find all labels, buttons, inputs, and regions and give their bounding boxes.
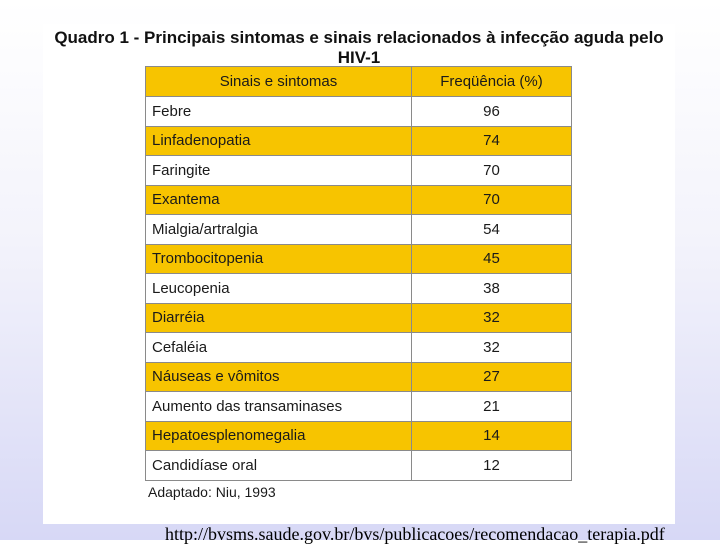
frequency-value: 70: [411, 184, 572, 215]
symptom-label: Faringite: [145, 155, 412, 186]
symptom-label: Diarréia: [145, 302, 412, 333]
symptom-label: Leucopenia: [145, 273, 412, 304]
frequency-value: 32: [411, 332, 572, 363]
frequency-value: 45: [411, 243, 572, 274]
symptom-label: Linfadenopatia: [145, 125, 412, 156]
table-row: Exantema 70: [145, 184, 572, 215]
frequency-value: 14: [411, 420, 572, 451]
source-url-link[interactable]: http://bvsms.saude.gov.br/bvs/publicacoe…: [165, 524, 665, 544]
table-row: Linfadenopatia 74: [145, 125, 572, 156]
symptom-label: Trombocitopenia: [145, 243, 412, 274]
table-row: Faringite 70: [145, 155, 572, 186]
symptoms-table: Sinais e sintomas Freqüência (%) Febre 9…: [145, 66, 572, 481]
frequency-value: 27: [411, 361, 572, 392]
table-row: Mialgia/artralgia 54: [145, 214, 572, 245]
symptom-label: Aumento das transaminases: [145, 391, 412, 422]
slide-table-image: Quadro 1 - Principais sintomas e sinais …: [43, 24, 675, 524]
table-row: Candidíase oral 12: [145, 450, 572, 481]
header-symptoms: Sinais e sintomas: [145, 66, 412, 97]
table-row: Náuseas e vômitos 27: [145, 361, 572, 392]
symptom-label: Candidíase oral: [145, 450, 412, 481]
title-line-2: HIV-1: [337, 48, 381, 67]
frequency-value: 70: [411, 155, 572, 186]
frequency-value: 38: [411, 273, 572, 304]
frequency-value: 74: [411, 125, 572, 156]
table-header-row: Sinais e sintomas Freqüência (%): [145, 66, 572, 97]
table-row: Hepatoesplenomegalia 14: [145, 420, 572, 451]
symptom-label: Mialgia/artralgia: [145, 214, 412, 245]
symptom-label: Exantema: [145, 184, 412, 215]
title-line-1: Quadro 1 - Principais sintomas e sinais …: [54, 28, 664, 47]
table-row: Febre 96: [145, 96, 572, 127]
symptom-label: Náuseas e vômitos: [145, 361, 412, 392]
header-frequency: Freqüência (%): [411, 66, 572, 97]
table-row: Cefaléia 32: [145, 332, 572, 363]
frequency-value: 54: [411, 214, 572, 245]
symptom-label: Cefaléia: [145, 332, 412, 363]
source-citation: Adaptado: Niu, 1993: [148, 484, 276, 500]
table-row: Leucopenia 38: [145, 273, 572, 304]
symptom-label: Febre: [145, 96, 412, 127]
table-row: Trombocitopenia 45: [145, 243, 572, 274]
frequency-value: 32: [411, 302, 572, 333]
frequency-value: 96: [411, 96, 572, 127]
frequency-value: 12: [411, 450, 572, 481]
symptom-label: Hepatoesplenomegalia: [145, 420, 412, 451]
table-title: Quadro 1 - Principais sintomas e sinais …: [43, 28, 675, 68]
table-row: Aumento das transaminases 21: [145, 391, 572, 422]
frequency-value: 21: [411, 391, 572, 422]
table-row: Diarréia 32: [145, 302, 572, 333]
